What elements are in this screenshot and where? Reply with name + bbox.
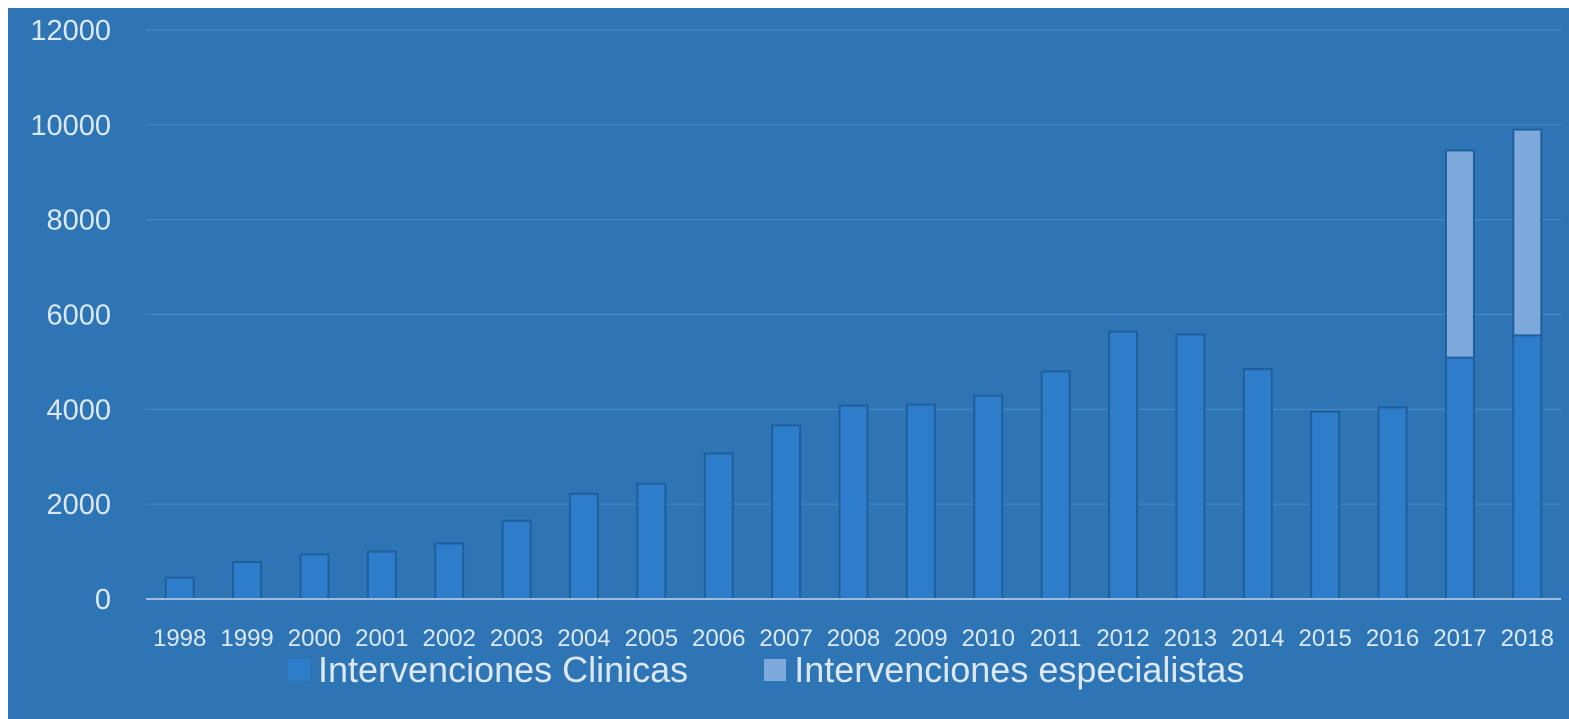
x-tick-label: 2013 bbox=[1164, 625, 1217, 652]
bar-clinicas bbox=[568, 492, 599, 600]
bar-clinicas bbox=[1108, 330, 1139, 600]
x-tick-label: 2018 bbox=[1501, 625, 1554, 652]
bar-especialistas bbox=[1444, 149, 1475, 359]
x-tick-label: 2002 bbox=[423, 625, 476, 652]
x-tick-label: 2011 bbox=[1030, 625, 1082, 652]
x-tick-label: 2001 bbox=[355, 625, 408, 652]
x-tick-label: 1999 bbox=[220, 625, 273, 652]
bar-clinicas bbox=[1175, 333, 1206, 600]
x-tick-label: 2015 bbox=[1298, 625, 1351, 652]
x-tick-label: 2014 bbox=[1231, 625, 1284, 652]
bar-clinicas bbox=[434, 542, 465, 601]
bar-clinicas bbox=[1310, 410, 1341, 600]
bar-clinicas bbox=[838, 404, 869, 601]
bar-clinicas bbox=[232, 561, 263, 601]
x-axis-ticks: 1998 1999 2000 2001 2002 2003 2004 2005 2006 2007… bbox=[153, 625, 1554, 652]
bar-clinicas bbox=[501, 519, 532, 601]
x-tick-label: 2004 bbox=[557, 625, 610, 652]
bar-clinicas bbox=[1444, 356, 1475, 600]
bar-clinicas bbox=[771, 424, 802, 600]
bar-clinicas bbox=[1242, 368, 1273, 601]
x-tick-label: 2007 bbox=[759, 625, 812, 652]
bar-clinicas bbox=[905, 403, 936, 601]
y-tick-label: 2000 bbox=[46, 489, 111, 521]
bar-clinicas bbox=[366, 550, 397, 600]
legend-item-especialistas: Intervenciones especialistas bbox=[764, 649, 1244, 691]
y-tick-label: 4000 bbox=[46, 394, 111, 426]
bar-clinicas bbox=[973, 394, 1004, 600]
bar-clinicas bbox=[1512, 334, 1543, 600]
bar-clinicas bbox=[1040, 370, 1071, 600]
bar-clinicas bbox=[299, 553, 330, 601]
bar-especialistas bbox=[1512, 128, 1543, 337]
x-tick-label: 2003 bbox=[490, 625, 543, 652]
y-tick-label: 8000 bbox=[46, 205, 111, 237]
y-tick-label: 10000 bbox=[30, 110, 111, 142]
x-tick-label: 2017 bbox=[1433, 625, 1486, 652]
bar-clinicas bbox=[164, 576, 195, 600]
y-tick-label: 6000 bbox=[46, 300, 111, 332]
bars bbox=[164, 128, 1543, 601]
stacked-bar-chart: 0 2000 4000 6000 8000 10000 12000 1998 1999 2000… bbox=[30, 15, 1561, 652]
x-tick-label: 2009 bbox=[894, 625, 947, 652]
legend-label-especialistas: Intervenciones especialistas bbox=[794, 649, 1245, 690]
y-tick-label: 0 bbox=[95, 584, 111, 616]
legend-swatch-especialistas bbox=[764, 659, 787, 681]
legend-item-clinicas: Intervenciones Clinicas bbox=[288, 649, 688, 691]
bar-clinicas bbox=[1377, 406, 1408, 601]
x-tick-label: 2010 bbox=[962, 625, 1015, 652]
x-tick-label: 2016 bbox=[1366, 625, 1419, 652]
y-tick-label: 12000 bbox=[30, 15, 111, 47]
y-axis-ticks: 0 2000 4000 6000 8000 10000 12000 bbox=[30, 15, 111, 616]
legend: Intervenciones Clinicas Intervenciones e… bbox=[288, 648, 1320, 692]
x-tick-label: 2005 bbox=[625, 625, 678, 652]
legend-swatch-clinicas bbox=[288, 659, 310, 681]
x-tick-label: 2000 bbox=[288, 625, 341, 652]
x-tick-label: 2006 bbox=[692, 625, 745, 652]
bar-clinicas bbox=[703, 452, 734, 601]
legend-label-clinicas: Intervenciones Clinicas bbox=[318, 649, 689, 690]
x-tick-label: 2008 bbox=[827, 625, 880, 652]
bar-clinicas bbox=[636, 482, 667, 600]
x-tick-label: 2012 bbox=[1096, 625, 1149, 652]
chart-area: 0 2000 4000 6000 8000 10000 12000 1998 1999 2000… bbox=[8, 8, 1569, 719]
x-tick-label: 1998 bbox=[153, 625, 206, 652]
